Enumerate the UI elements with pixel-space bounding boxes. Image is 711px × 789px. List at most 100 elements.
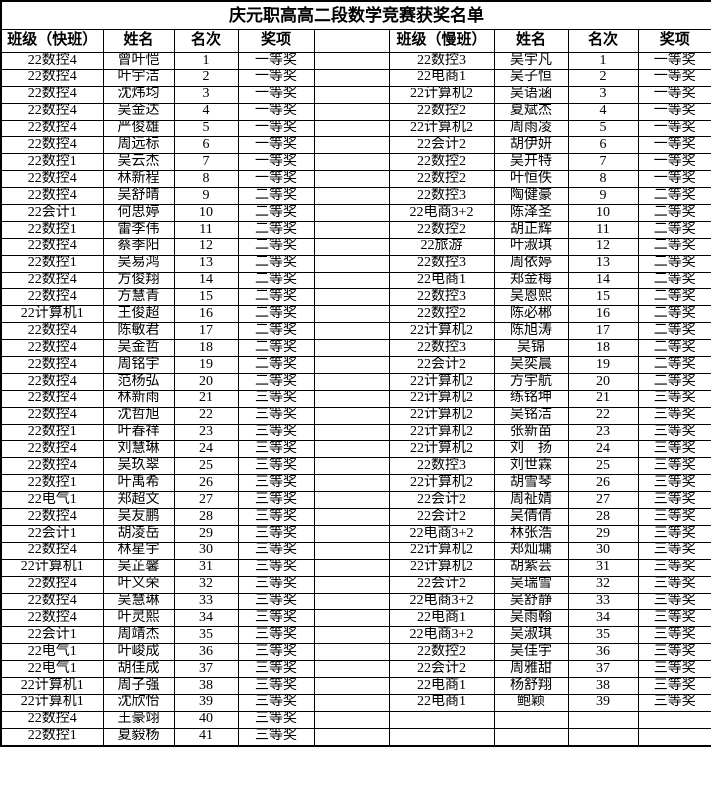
right-name-cell: 吴奕晨 — [493, 356, 569, 374]
left-rank-cell: 25 — [173, 457, 239, 476]
left-class-cell: 22数控4 — [0, 440, 104, 459]
spacer-cell — [313, 52, 390, 70]
left-name-cell: 胡凌岳 — [102, 524, 175, 543]
right-name-cell: 陈旭涛 — [493, 322, 569, 341]
right-rank-cell — [567, 710, 639, 729]
right-class-cell: 22数控2 — [388, 220, 495, 239]
spacer-cell — [313, 406, 390, 425]
left-rank-cell: 10 — [173, 204, 239, 222]
left-name-cell: 吴芷馨 — [102, 558, 175, 577]
spacer-cell — [313, 68, 390, 87]
table-row: 22数控4 叶灵熙 34 三等奖 22电商1 吴雨翰 34 三等奖 — [0, 609, 711, 628]
left-award-cell: 二等奖 — [237, 204, 315, 222]
left-rank-cell: 8 — [173, 170, 239, 189]
right-class-cell: 22电商1 — [388, 609, 495, 628]
right-class-cell: 22计算机2 — [388, 406, 495, 425]
table-row: 22数控4 沈哲旭 22 三等奖 22计算机2 吴铭洁 22 三等奖 — [0, 406, 711, 425]
left-class-cell: 22计算机1 — [0, 676, 104, 695]
left-class-cell: 22数控4 — [0, 322, 104, 341]
left-rank-cell: 2 — [173, 68, 239, 87]
left-class-cell: 22电气1 — [0, 643, 104, 662]
left-class-cell: 22数控4 — [0, 457, 104, 476]
header-row: 班级（快班） 姓名 名次 奖项 班级（慢班） 姓名 名次 奖项 — [0, 29, 711, 53]
right-name-cell: 郑金梅 — [493, 271, 569, 290]
left-name-cell: 吴友鹏 — [102, 508, 175, 526]
right-award-cell: 一等奖 — [637, 119, 711, 138]
left-award-cell: 二等奖 — [237, 372, 315, 391]
right-class-cell: 22计算机2 — [388, 119, 495, 138]
right-rank-cell: 28 — [567, 508, 639, 526]
left-rank-cell: 18 — [173, 339, 239, 358]
left-name-cell: 叶禹希 — [102, 474, 175, 493]
left-rank-cell: 12 — [173, 237, 239, 256]
right-class-cell: 22数控2 — [388, 170, 495, 189]
spacer-cell — [313, 457, 390, 476]
left-class-cell: 22数控1 — [0, 153, 104, 172]
right-award-cell: 三等奖 — [637, 558, 711, 577]
title-row: 庆元职高高二段数学竞赛获奖名单 — [0, 0, 711, 30]
right-class-cell: 22数控3 — [388, 52, 495, 70]
right-rank-cell: 30 — [567, 541, 639, 560]
left-award-cell: 一等奖 — [237, 85, 315, 104]
header-right-rank: 名次 — [567, 29, 639, 53]
right-class-cell: 22计算机2 — [388, 440, 495, 459]
right-rank-cell: 15 — [567, 288, 639, 307]
left-rank-cell: 21 — [173, 389, 239, 408]
left-award-cell: 二等奖 — [237, 322, 315, 341]
left-name-cell: 周铭宇 — [102, 356, 175, 374]
right-class-cell: 22数控2 — [388, 643, 495, 662]
right-award-cell: 二等奖 — [637, 305, 711, 324]
table-row: 22数控4 蔡季阳 12 二等奖 22旅游 叶淑琪 12 二等奖 — [0, 237, 711, 256]
right-award-cell — [637, 727, 711, 747]
spacer-cell — [313, 322, 390, 341]
right-rank-cell: 31 — [567, 558, 639, 577]
right-rank-cell: 23 — [567, 423, 639, 442]
left-rank-cell: 30 — [173, 541, 239, 560]
left-name-cell: 吴金哲 — [102, 339, 175, 358]
right-rank-cell: 19 — [567, 356, 639, 374]
header-left-class: 班级（快班） — [0, 29, 104, 53]
right-award-cell: 三等奖 — [637, 423, 711, 442]
right-award-cell: 二等奖 — [637, 372, 711, 391]
left-class-cell: 22电气1 — [0, 660, 104, 678]
left-rank-cell: 17 — [173, 322, 239, 341]
right-rank-cell: 22 — [567, 406, 639, 425]
left-name-cell: 何思婷 — [102, 204, 175, 222]
left-award-cell: 二等奖 — [237, 237, 315, 256]
left-award-cell: 三等奖 — [237, 710, 315, 729]
left-rank-cell: 9 — [173, 187, 239, 206]
header-left-name: 姓名 — [102, 29, 175, 53]
left-rank-cell: 5 — [173, 119, 239, 138]
left-class-cell: 22数控4 — [0, 85, 104, 104]
right-class-cell: 22计算机2 — [388, 85, 495, 104]
table-row: 22数控4 沈炜均 3 一等奖 22计算机2 吴语涵 3 一等奖 — [0, 85, 711, 104]
left-award-cell: 三等奖 — [237, 626, 315, 645]
left-class-cell: 22会计1 — [0, 524, 104, 543]
left-class-cell: 22计算机1 — [0, 305, 104, 324]
left-class-cell: 22数控4 — [0, 136, 104, 155]
right-rank-cell: 8 — [567, 170, 639, 189]
left-rank-cell: 37 — [173, 660, 239, 678]
right-name-cell: 杨舒翔 — [493, 676, 569, 695]
right-class-cell: 22电商3+2 — [388, 524, 495, 543]
left-rank-cell: 32 — [173, 575, 239, 594]
left-name-cell: 周远标 — [102, 136, 175, 155]
left-name-cell: 吴玖翠 — [102, 457, 175, 476]
right-class-cell: 22数控3 — [388, 187, 495, 206]
right-class-cell: 22会计2 — [388, 575, 495, 594]
left-class-cell: 22数控1 — [0, 423, 104, 442]
left-rank-cell: 6 — [173, 136, 239, 155]
right-award-cell: 一等奖 — [637, 102, 711, 121]
left-class-cell: 22数控4 — [0, 406, 104, 425]
spacer-cell — [313, 305, 390, 324]
table-row: 22电气1 叶峻成 36 三等奖 22数控2 吴佳宇 36 三等奖 — [0, 643, 711, 662]
right-class-cell: 22计算机2 — [388, 474, 495, 493]
left-rank-cell: 23 — [173, 423, 239, 442]
table-row: 22数控4 周铭宇 19 二等奖 22会计2 吴奕晨 19 二等奖 — [0, 356, 711, 374]
right-class-cell: 22电商3+2 — [388, 626, 495, 645]
left-rank-cell: 39 — [173, 693, 239, 712]
left-rank-cell: 33 — [173, 592, 239, 611]
left-award-cell: 一等奖 — [237, 52, 315, 70]
spacer-cell — [313, 119, 390, 138]
right-award-cell: 一等奖 — [637, 68, 711, 87]
